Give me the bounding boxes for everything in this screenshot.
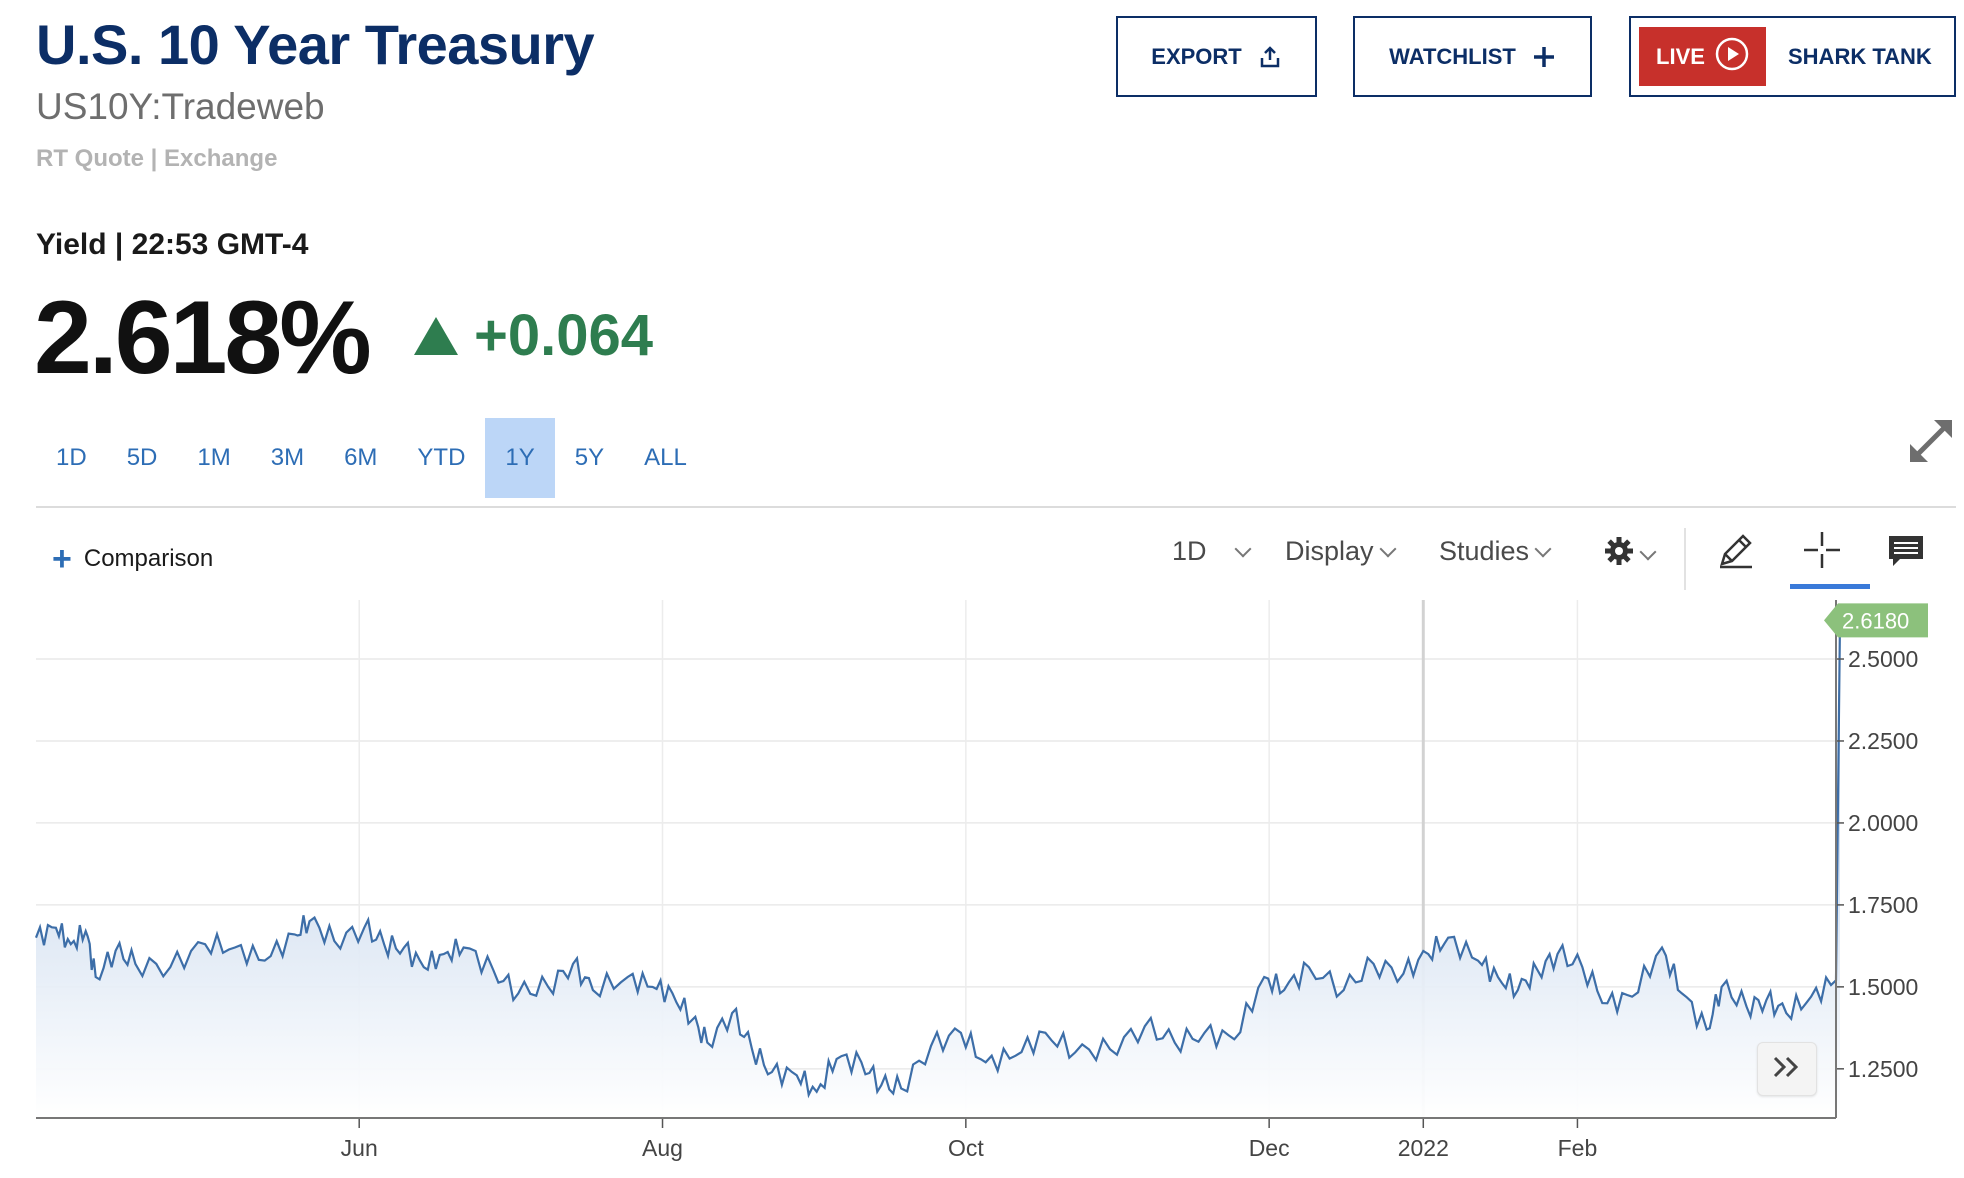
x-tick-label: 2022	[1398, 1135, 1449, 1161]
scroll-to-latest-button[interactable]	[1757, 1042, 1817, 1096]
y-tick-label: 2.2500	[1848, 728, 1918, 754]
x-tick-label: Jun	[341, 1135, 378, 1161]
chevron-down-icon	[1234, 540, 1252, 557]
export-label: EXPORT	[1151, 43, 1242, 69]
active-tool-indicator	[1790, 584, 1870, 589]
share-icon	[1258, 45, 1282, 69]
yield-timestamp: Yield | 22:53 GMT-4	[36, 228, 309, 261]
x-tick-label: Dec	[1249, 1135, 1290, 1161]
yield-value: 2.618%	[34, 280, 372, 396]
yield-area-fill	[36, 620, 1840, 1118]
toolbar-divider	[1684, 528, 1686, 590]
live-label: LIVE	[1656, 43, 1705, 69]
watchlist-label: WATCHLIST	[1389, 43, 1516, 69]
chevron-down-icon	[1379, 540, 1397, 557]
comparison-button[interactable]: + Comparison	[52, 540, 214, 578]
plus-icon: +	[52, 540, 72, 578]
export-button[interactable]: EXPORT	[1116, 16, 1317, 97]
display-label: Display	[1285, 536, 1374, 566]
range-tab-1d[interactable]: 1D	[56, 444, 87, 471]
shark-tank-live-button[interactable]: LIVE SHARK TANK	[1629, 16, 1956, 97]
range-tab-1y[interactable]: 1Y	[485, 418, 555, 498]
pencil-icon[interactable]	[1716, 530, 1756, 570]
interval-dropdown[interactable]: 1D	[1172, 536, 1252, 567]
range-tab-5y[interactable]: 5Y	[574, 444, 605, 471]
time-range-tabs: 1D 5D 1M 3M 6M YTD 1Y 5Y ALL	[36, 418, 707, 498]
last-price-label: 2.6180	[1842, 608, 1909, 633]
gear-icon	[1604, 536, 1634, 573]
last-price-badge: 2.6180	[1824, 603, 1928, 638]
security-title: U.S. 10 Year Treasury	[36, 13, 595, 76]
settings-dropdown[interactable]	[1604, 536, 1657, 573]
play-icon	[1715, 37, 1749, 77]
x-tick-label: Feb	[1558, 1135, 1598, 1161]
yield-series-line	[34, 620, 1842, 1099]
expand-icon[interactable]	[1906, 416, 1956, 466]
change-value: +0.064	[474, 303, 654, 368]
range-tab-5d[interactable]: 5D	[126, 444, 158, 471]
y-tick-label: 2.5000	[1848, 646, 1918, 672]
interval-label: 1D	[1172, 536, 1207, 566]
plus-icon	[1532, 45, 1556, 69]
symbol-label: US10Y:Tradeweb	[36, 86, 325, 127]
change-indicator: +0.064	[414, 302, 653, 369]
comparison-label: Comparison	[83, 545, 214, 572]
range-tab-all[interactable]: ALL	[644, 444, 687, 471]
live-badge: LIVE	[1639, 27, 1766, 86]
x-tick-label: Aug	[642, 1135, 683, 1161]
divider	[36, 506, 1956, 508]
y-tick-label: 2.0000	[1848, 810, 1918, 836]
range-tab-1m[interactable]: 1M	[197, 444, 231, 471]
chevron-down-icon	[1639, 543, 1657, 560]
display-dropdown[interactable]: Display	[1285, 536, 1397, 567]
y-tick-label: 1.7500	[1848, 892, 1918, 918]
y-tick-label: 1.5000	[1848, 974, 1918, 1000]
watchlist-button[interactable]: WATCHLIST	[1353, 16, 1592, 97]
range-tab-ytd[interactable]: YTD	[417, 444, 466, 471]
comment-icon[interactable]	[1886, 532, 1926, 572]
x-tick-label: Oct	[948, 1135, 984, 1161]
range-tab-6m[interactable]: 6M	[344, 444, 378, 471]
crosshair-icon[interactable]	[1802, 530, 1842, 570]
range-tab-3m[interactable]: 3M	[270, 444, 305, 471]
y-tick-label: 1.2500	[1848, 1056, 1918, 1082]
yield-chart[interactable]: 1.2500 1.5000 1.7500 2.0000 2.2500 2.5000 Jun A…	[0, 596, 1964, 1178]
studies-dropdown[interactable]: Studies	[1439, 536, 1552, 567]
chevron-down-icon	[1534, 540, 1552, 557]
double-chevron-right-icon	[1771, 1055, 1803, 1084]
up-arrow-icon	[414, 316, 458, 355]
quote-type-label: RT Quote | Exchange	[36, 145, 278, 172]
studies-label: Studies	[1439, 536, 1530, 566]
shark-tank-label: SHARK TANK	[1788, 43, 1932, 69]
